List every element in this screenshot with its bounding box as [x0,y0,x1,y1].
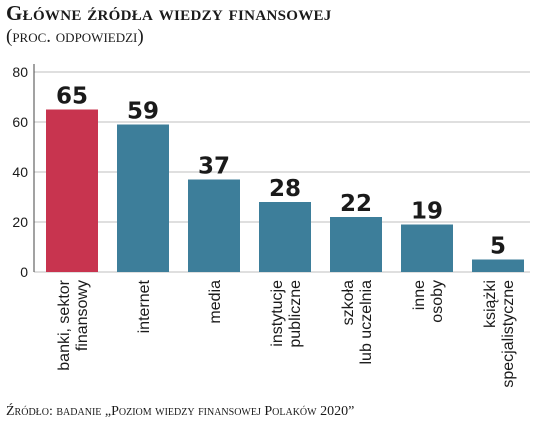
data-label: 5 [490,234,506,260]
source-note: Źródło: badanie „Poziom wiedzy finansowe… [6,404,355,419]
y-tick-label: 20 [12,214,28,230]
chart-subtitle: (proc. odpowiedzi) [6,26,144,47]
bars [46,109,524,272]
category-label: instytucje [269,280,286,347]
category-label: inne [411,280,428,310]
category-label: specjalistyczne [500,280,517,388]
data-labels: 65 59 37 28 22 19 5 [56,84,506,260]
category-label: osoby [429,280,446,323]
y-tick-label: 0 [20,264,28,280]
y-axis: 0 20 40 60 80 [12,64,35,280]
category-labels: banki, sektor finansowy internet media insty… [56,279,517,387]
category-label: finansowy [74,280,91,351]
bar [188,179,240,272]
data-label: 65 [56,84,88,110]
bar [401,224,453,272]
data-label: 28 [269,176,301,202]
y-tick-label: 60 [12,114,28,130]
bar [472,259,524,272]
chart-title: Główne źródła wiedzy finansowej [6,1,332,25]
category-label: szkoła [340,280,357,325]
category-label: internet [136,279,153,333]
bar [330,217,382,272]
bar [259,202,311,272]
data-label: 37 [198,154,230,180]
category-label: publiczne [287,280,304,348]
category-label: banki, sektor [56,279,73,370]
bar [117,124,169,272]
bar [46,109,98,272]
category-label: lub uczelnia [358,280,375,365]
y-tick-label: 40 [12,164,28,180]
data-label: 19 [411,199,443,225]
data-label: 59 [127,99,159,125]
y-tick-label: 80 [12,64,28,80]
category-label: książki [482,280,499,328]
data-label: 22 [340,191,372,217]
category-label: media [207,280,224,324]
